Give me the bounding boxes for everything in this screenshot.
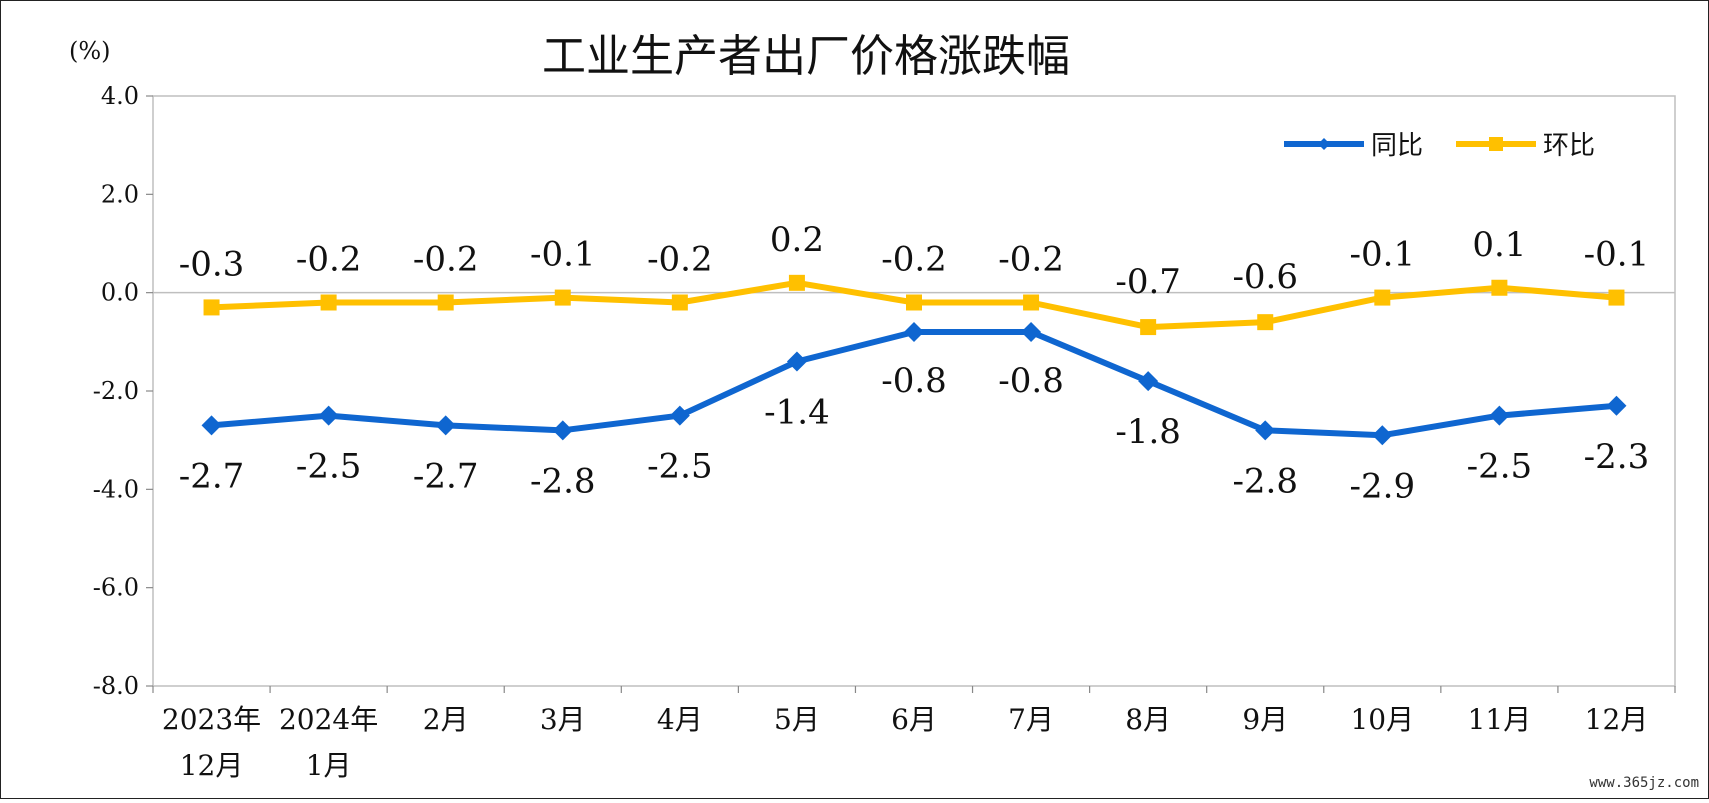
data-label: -0.6 <box>1232 257 1298 297</box>
data-label: -0.2 <box>413 240 479 280</box>
data-point-yoy <box>318 405 339 426</box>
data-point-yoy <box>1489 405 1510 426</box>
data-label: -2.5 <box>296 447 362 487</box>
x-tick-label: 11月 <box>1468 703 1532 736</box>
data-point-yoy <box>669 405 690 426</box>
data-point-mom <box>1491 279 1508 296</box>
data-point-mom <box>1023 294 1040 311</box>
y-tick-label: -2.0 <box>93 377 139 405</box>
data-label: -2.3 <box>1584 437 1650 477</box>
legend: 同比 环比 <box>1284 131 1595 161</box>
y-tick-label: -8.0 <box>93 672 139 700</box>
data-point-yoy <box>786 351 807 372</box>
legend-marker-mom <box>1489 137 1503 151</box>
data-point-mom <box>788 274 805 291</box>
data-point-yoy <box>1255 420 1276 441</box>
x-tick-label: 10月 <box>1350 703 1414 736</box>
data-label: -0.1 <box>1584 235 1650 275</box>
x-tick-label: 9月 <box>1242 703 1288 736</box>
y-tick-label: 0.0 <box>101 279 139 307</box>
data-point-mom <box>320 294 337 311</box>
legend-label-mom: 环比 <box>1543 131 1595 161</box>
data-point-mom <box>1608 289 1625 306</box>
data-point-mom <box>1257 314 1274 331</box>
data-label: 0.1 <box>1472 225 1526 265</box>
y-tick-label: -6.0 <box>93 574 139 602</box>
watermark: www.365jz.com <box>1589 775 1699 791</box>
x-tick-label: 12月 <box>1585 703 1649 736</box>
data-point-mom <box>437 294 454 311</box>
data-label: -0.7 <box>1115 262 1181 302</box>
chart-title: 工业生产者出厂价格涨跌幅 <box>542 31 1070 82</box>
legend-label-yoy: 同比 <box>1371 131 1423 161</box>
data-point-yoy <box>1138 371 1159 392</box>
data-label: -1.4 <box>764 393 830 433</box>
data-label: -0.2 <box>998 240 1064 280</box>
data-label: -2.8 <box>1232 461 1298 501</box>
y-tick-label: 4.0 <box>101 82 139 110</box>
data-label: -1.8 <box>1115 412 1181 452</box>
data-point-mom <box>203 299 220 316</box>
x-tick-label: 8月 <box>1125 703 1171 736</box>
data-point-yoy <box>1372 425 1393 446</box>
data-point-mom <box>1374 289 1391 306</box>
x-tick-label: 2023年 <box>162 703 261 736</box>
x-tick-label: 2月 <box>423 703 469 736</box>
x-tick-label: 1月 <box>306 749 352 782</box>
data-label: -0.2 <box>881 240 947 280</box>
x-tick-label: 6月 <box>891 703 937 736</box>
data-label: -0.8 <box>998 361 1064 401</box>
data-label: -2.7 <box>413 456 479 496</box>
data-label: -0.8 <box>881 361 947 401</box>
data-label: -2.9 <box>1350 466 1416 506</box>
series-group: -2.7 -2.5 -2.7 -2.8 -2.5 -1.4 -0.8 -0.8 -1.8 -2.8… <box>179 220 1649 506</box>
data-point-yoy <box>904 322 924 342</box>
data-point-mom <box>906 294 922 311</box>
x-axis: 2023年 12月 2024年 1月 2月 3月 4月 5月 6月 7月 8月 9月 10月 11月 12月 <box>152 686 1676 782</box>
legend-marker-yoy <box>1318 138 1330 150</box>
y-tick-label: 2.0 <box>101 180 139 208</box>
x-tick-label: 5月 <box>774 703 820 736</box>
data-label: -2.5 <box>647 447 713 487</box>
x-tick-label: 7月 <box>1008 703 1054 736</box>
y-unit-label: (%) <box>69 37 111 65</box>
data-label: -0.1 <box>530 235 596 275</box>
data-point-yoy <box>435 415 456 436</box>
data-point-yoy <box>1021 322 1042 342</box>
data-point-yoy <box>1606 395 1627 416</box>
x-tick-label: 2024年 <box>279 703 378 736</box>
data-point-mom <box>554 289 571 306</box>
data-label: -2.8 <box>530 461 596 501</box>
data-label: -0.1 <box>1350 235 1416 275</box>
x-tick-label: 12月 <box>180 749 244 782</box>
data-label: -2.5 <box>1467 447 1533 487</box>
data-label: 0.2 <box>770 220 824 260</box>
data-point-yoy <box>552 420 573 441</box>
data-label: -2.7 <box>179 456 245 496</box>
x-tick-label: 4月 <box>657 703 703 736</box>
x-tick-label: 3月 <box>540 703 586 736</box>
data-label: -0.2 <box>296 240 362 280</box>
data-label: -0.2 <box>647 240 713 280</box>
y-tick-label: -4.0 <box>93 475 139 503</box>
data-point-mom <box>1140 319 1157 336</box>
data-point-mom <box>671 294 688 311</box>
data-point-yoy <box>201 415 222 436</box>
data-label: -0.3 <box>179 244 245 284</box>
